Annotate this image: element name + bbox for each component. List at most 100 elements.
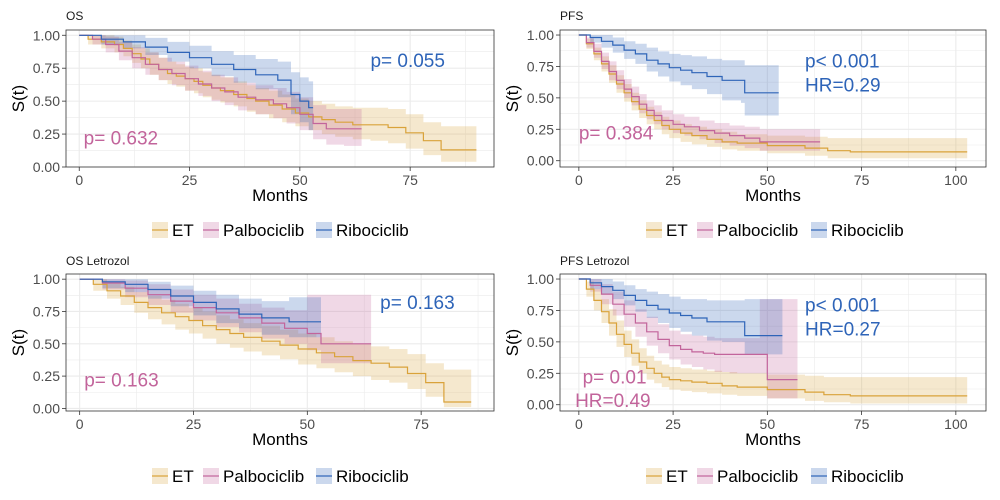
legend-label: ET: [666, 221, 688, 240]
legend-label: Ribociclib: [336, 467, 409, 486]
y-axis-label: S(t): [9, 85, 28, 112]
y-tick-label: 0.00: [33, 400, 60, 416]
plot-area: [66, 30, 494, 167]
p-value-annotation: HR=0.27: [805, 320, 881, 341]
panel-title: PFS Letrozol: [560, 254, 629, 268]
legend-entry-ribociclib: Ribociclib: [316, 221, 409, 240]
x-axis-label: Months: [252, 430, 308, 449]
x-tick-label: 0: [575, 172, 583, 188]
survival-curve-palbociclib: [578, 34, 821, 143]
legend-entry-palbociclib: Palbociclib: [697, 221, 798, 240]
legend-entry-palbociclib: Palbociclib: [203, 221, 304, 240]
survival-panel: PFS Letrozol 0.00 0.25 0.50 0.75 1.00 0 25 50 75 1…: [503, 254, 987, 486]
y-tick-label: 0.50: [527, 90, 554, 106]
p-value-annotation: HR=0.49: [575, 391, 651, 412]
p-value-annotation: p= 0.384: [579, 123, 654, 144]
survival-curve-ribociclib: [578, 34, 779, 94]
y-tick-label: 1.00: [527, 27, 554, 43]
p-value-annotation: p= 0.01: [583, 367, 647, 388]
legend-entry-et: ET: [646, 467, 688, 486]
panel-title: OS: [66, 9, 83, 23]
p-value-annotation: p= 0.163: [380, 293, 455, 314]
legend-entry-et: ET: [646, 221, 688, 240]
y-tick-label: 0.00: [527, 397, 554, 413]
y-tick-label: 0.50: [33, 336, 60, 352]
confidence-band-et: [79, 279, 472, 408]
x-axis-label: Months: [745, 186, 801, 205]
x-tick-label: 0: [76, 416, 84, 432]
x-tick-label: 50: [760, 416, 776, 432]
survival-curve-ribociclib: [79, 278, 321, 323]
y-tick-label: 0.50: [527, 334, 554, 350]
x-tick-label: 50: [292, 172, 308, 188]
y-tick-label: 0.25: [527, 121, 554, 137]
y-tick-label: 0.50: [33, 93, 60, 109]
legend-label: ET: [666, 467, 688, 486]
y-tick-label: 0.25: [33, 126, 60, 142]
legend-entry-et: ET: [152, 467, 194, 486]
x-tick-label: 100: [944, 416, 968, 432]
legend: ET Palbociclib Ribociclib: [152, 467, 409, 486]
survival-curve-et: [578, 34, 968, 153]
x-tick-label: 100: [944, 172, 968, 188]
legend-label: Ribociclib: [831, 467, 904, 486]
p-value-annotation: HR=0.29: [805, 76, 881, 97]
legend: ET Palbociclib Ribociclib: [152, 221, 409, 240]
y-tick-label: 0.00: [527, 153, 554, 169]
legend-label: Palbociclib: [223, 221, 304, 240]
y-axis-label: S(t): [503, 85, 522, 112]
panel-border: [65, 29, 495, 168]
panel-title: OS Letrozol: [66, 254, 129, 268]
x-tick-label: 0: [75, 172, 83, 188]
x-axis-label: Months: [745, 430, 801, 449]
legend-label: ET: [172, 467, 194, 486]
confidence-band-et: [578, 279, 968, 404]
survival-curve-et: [578, 278, 968, 397]
x-tick-label: 75: [854, 416, 870, 432]
legend-label: Palbociclib: [717, 467, 798, 486]
p-value-annotation: p< 0.001: [805, 52, 880, 73]
x-tick-label: 25: [665, 416, 681, 432]
panel-border: [559, 273, 987, 412]
x-tick-label: 75: [402, 172, 418, 188]
legend-entry-palbociclib: Palbociclib: [203, 467, 304, 486]
p-value-annotation: p= 0.055: [370, 51, 445, 72]
confidence-band-et: [578, 35, 968, 159]
p-value-annotation: p= 0.632: [84, 129, 158, 150]
x-tick-label: 50: [760, 172, 776, 188]
x-axis-label: Months: [252, 186, 308, 205]
y-tick-label: 0.75: [33, 60, 60, 76]
y-tick-label: 0.75: [527, 58, 554, 74]
y-tick-label: 0.00: [33, 159, 60, 175]
confidence-band-palbociclib: [79, 279, 372, 364]
confidence-band-palbociclib: [578, 279, 798, 399]
legend-entry-ribociclib: Ribociclib: [811, 221, 904, 240]
legend: ET Palbociclib Ribociclib: [646, 467, 904, 486]
y-tick-label: 1.00: [33, 27, 60, 43]
legend: ET Palbociclib Ribociclib: [646, 221, 904, 240]
survival-curve-et: [79, 278, 472, 403]
y-tick-label: 1.00: [33, 271, 60, 287]
confidence-band-ribociclib: [79, 35, 314, 131]
legend-label: Ribociclib: [831, 221, 904, 240]
survival-curve-ribociclib: [79, 34, 314, 109]
confidence-band-et: [79, 35, 477, 162]
y-tick-label: 0.25: [33, 368, 60, 384]
y-tick-label: 0.25: [527, 365, 554, 381]
survival-panel: OS 0.00 0.25 0.50 0.75 1.00 0 25 50 75 Months S(t) p…: [9, 9, 495, 240]
panel-border: [65, 273, 495, 412]
x-tick-label: 25: [665, 172, 681, 188]
legend-entry-ribociclib: Ribociclib: [316, 467, 409, 486]
panel-border: [559, 29, 987, 168]
legend-label: ET: [172, 221, 194, 240]
panel-title: PFS: [560, 9, 583, 23]
legend-label: Palbociclib: [717, 221, 798, 240]
legend-entry-ribociclib: Ribociclib: [811, 467, 904, 486]
p-value-annotation: p= 0.163: [84, 370, 159, 391]
survival-panel: OS Letrozol 0.00 0.25 0.50 0.75 1.00 0 25 50 75 Mo…: [9, 254, 495, 486]
legend-entry-et: ET: [152, 221, 194, 240]
confidence-band-ribociclib: [578, 35, 779, 116]
survival-curve-palbociclib: [79, 34, 362, 130]
x-tick-label: 25: [182, 172, 198, 188]
